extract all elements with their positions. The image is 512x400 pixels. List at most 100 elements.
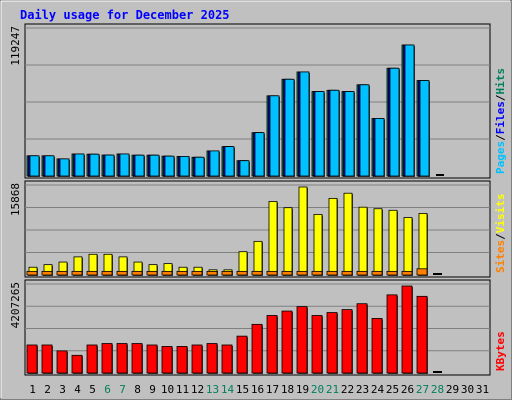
x-tick-label: 25: [386, 383, 399, 396]
bar-kbytes-day-19: [296, 306, 308, 374]
bar-kbytes-day-17: [266, 315, 278, 374]
bar-sites-day-20: [311, 270, 323, 276]
x-tick-label: 2: [44, 383, 51, 396]
bar-sites-day-9: [146, 270, 158, 276]
legend-entry: Sites: [494, 240, 507, 273]
bar-visits-day-24: [373, 208, 383, 276]
x-tick-label: 30: [461, 383, 474, 396]
x-tick-label: 20: [311, 383, 324, 396]
bar-kbytes-day-10: [161, 346, 173, 374]
bar-kbytes-day-20: [311, 315, 323, 374]
bar-sites-day-18: [281, 270, 293, 276]
bar-kbytes-day-8: [131, 343, 143, 374]
x-tick-label: 23: [356, 383, 369, 396]
bar-visits-day-25: [388, 209, 398, 276]
x-tick-label: 31: [476, 383, 489, 396]
x-tick-label: 26: [401, 383, 414, 396]
bar-pages-day-19: [299, 71, 310, 177]
bar-pages-day-8: [134, 154, 145, 177]
bar-visits-day-17: [268, 201, 278, 276]
bar-pages-day-13: [209, 150, 220, 177]
x-tick-label: 15: [236, 383, 249, 396]
bar-pages-day-3: [59, 158, 70, 177]
panel-visits: 15868 Sites/Visits: [9, 180, 507, 278]
bar-kbytes-day-9: [146, 344, 158, 374]
bar-sites-day-11: [176, 270, 188, 276]
bar-kbytes-day-12: [191, 344, 203, 374]
bar-sites-day-6: [101, 270, 113, 276]
bar-sites-day-5: [86, 270, 98, 276]
bar-kbytes-day-26: [401, 285, 413, 374]
legend-entry: Hits: [494, 68, 507, 95]
bar-visits-day-23: [358, 206, 368, 276]
bar-kbytes-day-27: [416, 295, 428, 374]
legend-entry: Files: [494, 101, 507, 134]
legend-entry: /: [494, 233, 507, 240]
bar-pages-day-10: [164, 155, 175, 177]
bar-visits-day-18: [283, 207, 293, 276]
legend-hits: Pages/Files/Hits: [494, 68, 507, 174]
bar-kbytes-day-16: [251, 323, 263, 374]
x-tick-label: 18: [281, 383, 294, 396]
bar-pages-day-1: [29, 155, 40, 177]
bar-sites-day-28: [433, 273, 442, 275]
bar-kbytes-day-11: [176, 346, 188, 374]
bar-pages-day-9: [149, 154, 160, 177]
bar-kbytes-day-2: [41, 344, 53, 374]
panel-kbytes: 4207265 KBytes: [9, 279, 507, 376]
bar-sites-day-2: [41, 270, 53, 276]
bar-kbytes-day-24: [371, 318, 383, 374]
bar-pages-day-20: [314, 91, 325, 177]
x-tick-label: 1: [29, 383, 36, 396]
x-tick-label: 13: [206, 383, 219, 396]
x-tick-label: 8: [134, 383, 141, 396]
bar-pages-day-17: [269, 95, 280, 177]
bar-sites-day-23: [356, 270, 368, 276]
bar-sites-day-1: [26, 270, 38, 276]
bar-sites-day-24: [371, 270, 383, 276]
x-tick-label: 29: [446, 383, 459, 396]
bar-sites-day-4: [71, 270, 83, 276]
legend-entry: Visits: [494, 194, 507, 234]
bar-visits-day-19: [298, 186, 308, 276]
bar-sites-day-19: [296, 270, 308, 276]
y-axis-max-label: 119247: [9, 26, 22, 66]
bar-kbytes-day-22: [341, 309, 353, 374]
x-tick-label: 3: [59, 383, 66, 396]
bar-sites-day-17: [266, 270, 278, 276]
bar-kbytes-day-4: [71, 354, 83, 374]
bar-sites-day-12: [191, 270, 203, 276]
bar-sites-day-21: [326, 270, 338, 276]
bar-pages-day-24: [374, 118, 385, 177]
bar-sites-day-8: [131, 270, 143, 276]
bar-pages-day-26: [404, 44, 415, 177]
chart-panels: 119247Pages/Files/Hits15868Sites/Visits4…: [9, 23, 507, 376]
x-tick-label: 17: [266, 383, 279, 396]
x-tick-label: 16: [251, 383, 264, 396]
bar-kbytes-day-1: [26, 344, 38, 374]
x-tick-label: 7: [119, 383, 126, 396]
x-tick-label: 27: [416, 383, 429, 396]
bar-sites-day-27: [416, 268, 428, 276]
chart-title: Daily usage for December 2025: [20, 8, 230, 22]
bar-sites-day-10: [161, 270, 173, 276]
legend-entry: /: [494, 134, 507, 141]
bar-kbytes-day-7: [116, 343, 128, 374]
bar-pages-day-21: [329, 89, 340, 177]
bar-pages-day-28: [436, 174, 444, 176]
bar-sites-day-14: [221, 270, 233, 276]
legend-visits: Sites/Visits: [494, 194, 507, 274]
bar-kbytes-day-6: [101, 343, 113, 374]
bar-visits-day-27: [418, 212, 428, 276]
y-axis-max-label: 15868: [9, 183, 22, 216]
bar-pages-day-14: [224, 146, 235, 177]
y-axis-max-label: 4207265: [9, 282, 22, 328]
x-tick-label: 22: [341, 383, 354, 396]
bar-pages-day-5: [89, 153, 100, 177]
x-tick-label: 12: [191, 383, 204, 396]
x-tick-label: 28: [431, 383, 444, 396]
bar-kbytes-day-28: [433, 371, 442, 373]
